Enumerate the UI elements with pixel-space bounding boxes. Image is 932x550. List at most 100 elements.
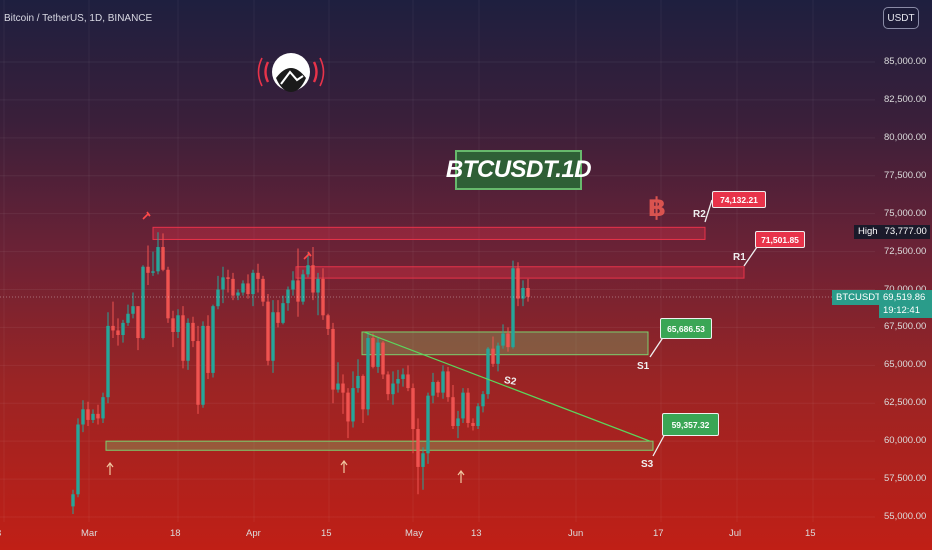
candle — [196, 325, 200, 414]
candle-body — [236, 292, 240, 296]
candle-body — [381, 342, 385, 375]
candle — [116, 318, 120, 346]
zone-r2 — [152, 226, 706, 240]
connector-line — [652, 431, 667, 457]
candle-body — [106, 325, 110, 398]
candle-body — [321, 278, 325, 316]
candle-body — [351, 388, 355, 422]
candle-body — [176, 315, 180, 332]
r2-label: R2 — [693, 209, 706, 220]
candle — [436, 380, 440, 398]
candle — [421, 447, 425, 490]
candle — [296, 248, 300, 317]
candle-body — [466, 392, 470, 423]
candle — [351, 371, 355, 428]
s3-label: S3 — [641, 459, 654, 470]
candle-body — [521, 287, 525, 299]
s2-trendline — [363, 331, 651, 442]
candle — [291, 271, 295, 296]
s3-price-box: 59,357.32 — [662, 413, 719, 436]
candle — [491, 336, 495, 367]
candle-body — [311, 265, 315, 293]
candle — [306, 253, 310, 278]
connector-line — [704, 199, 713, 223]
candle — [136, 306, 140, 351]
candle — [266, 294, 270, 366]
time-tick-label: 3 — [0, 528, 1, 539]
candle — [81, 400, 85, 433]
candle-body — [371, 338, 375, 367]
s1-label: S1 — [637, 361, 650, 372]
symbol-title[interactable]: Bitcoin / TetherUS, 1D, BINANCE — [4, 13, 153, 24]
last-price-tag: 69,519.86 19:12:41 — [879, 290, 932, 318]
price-tick-label: 62,500.00 — [884, 397, 927, 409]
last-price: 69,519.86 — [883, 292, 926, 303]
candle — [356, 359, 360, 393]
candle-body — [141, 266, 145, 339]
candle-body — [411, 388, 415, 430]
candle — [366, 331, 370, 416]
pin-shape — [303, 251, 312, 260]
candle-body — [126, 313, 130, 323]
annotations: ฿ — [0, 53, 880, 483]
price-tick-label: 80,000.00 — [884, 131, 927, 143]
candle-body — [461, 392, 465, 419]
price-tick-label: 77,500.00 — [884, 169, 927, 181]
candle-body — [156, 247, 160, 272]
candle-body — [91, 413, 95, 420]
logo-visor — [276, 68, 306, 92]
broadcast-logo-icon — [257, 53, 325, 92]
candle-body — [446, 371, 450, 398]
candle — [91, 409, 95, 423]
candle — [216, 275, 220, 310]
zones — [105, 226, 745, 451]
candle — [156, 232, 160, 275]
candle — [331, 322, 335, 404]
logo-wave-left-outer — [257, 57, 263, 87]
candle — [506, 327, 510, 352]
up-arrow-icon — [106, 462, 114, 475]
candle-body — [341, 383, 345, 393]
candle — [406, 365, 410, 392]
candle-body — [451, 397, 455, 426]
candle-body — [166, 269, 170, 319]
candle-body — [151, 271, 155, 273]
candle — [221, 266, 225, 304]
candle-body — [481, 394, 485, 407]
time-tick-label: 18 — [170, 528, 181, 539]
candle — [251, 269, 255, 307]
candle — [126, 304, 130, 326]
candle — [326, 313, 330, 335]
candle — [371, 333, 375, 369]
candle — [396, 369, 400, 393]
bitcoin-icon: ฿ — [648, 193, 666, 223]
pin-icon — [303, 251, 312, 260]
symbol-badge: BTCUSDT.1D — [446, 150, 592, 190]
candle-body — [426, 395, 430, 454]
candle-body — [396, 378, 400, 384]
time-tick-label: Apr — [246, 528, 261, 539]
candle-body — [441, 371, 445, 393]
candle — [176, 309, 180, 339]
candle-body — [266, 301, 270, 361]
candle — [321, 268, 325, 320]
high-tag: High 73,777.00 — [854, 225, 930, 239]
candle — [106, 312, 110, 404]
candle — [256, 263, 260, 293]
currency-button[interactable]: USDT — [883, 7, 919, 29]
candle — [341, 374, 345, 414]
candle — [441, 365, 445, 399]
grid-lines — [0, 0, 875, 522]
zone-s3 — [105, 440, 654, 451]
candle-body — [506, 333, 510, 348]
up-arrow-icon — [340, 460, 348, 473]
candle — [426, 392, 430, 464]
logo-wave-left — [264, 61, 270, 83]
pin-shape — [142, 211, 151, 220]
candle-body — [471, 422, 475, 426]
candle-body — [501, 333, 505, 346]
candle — [461, 388, 465, 423]
high-value: 73,777.00 — [881, 225, 930, 239]
